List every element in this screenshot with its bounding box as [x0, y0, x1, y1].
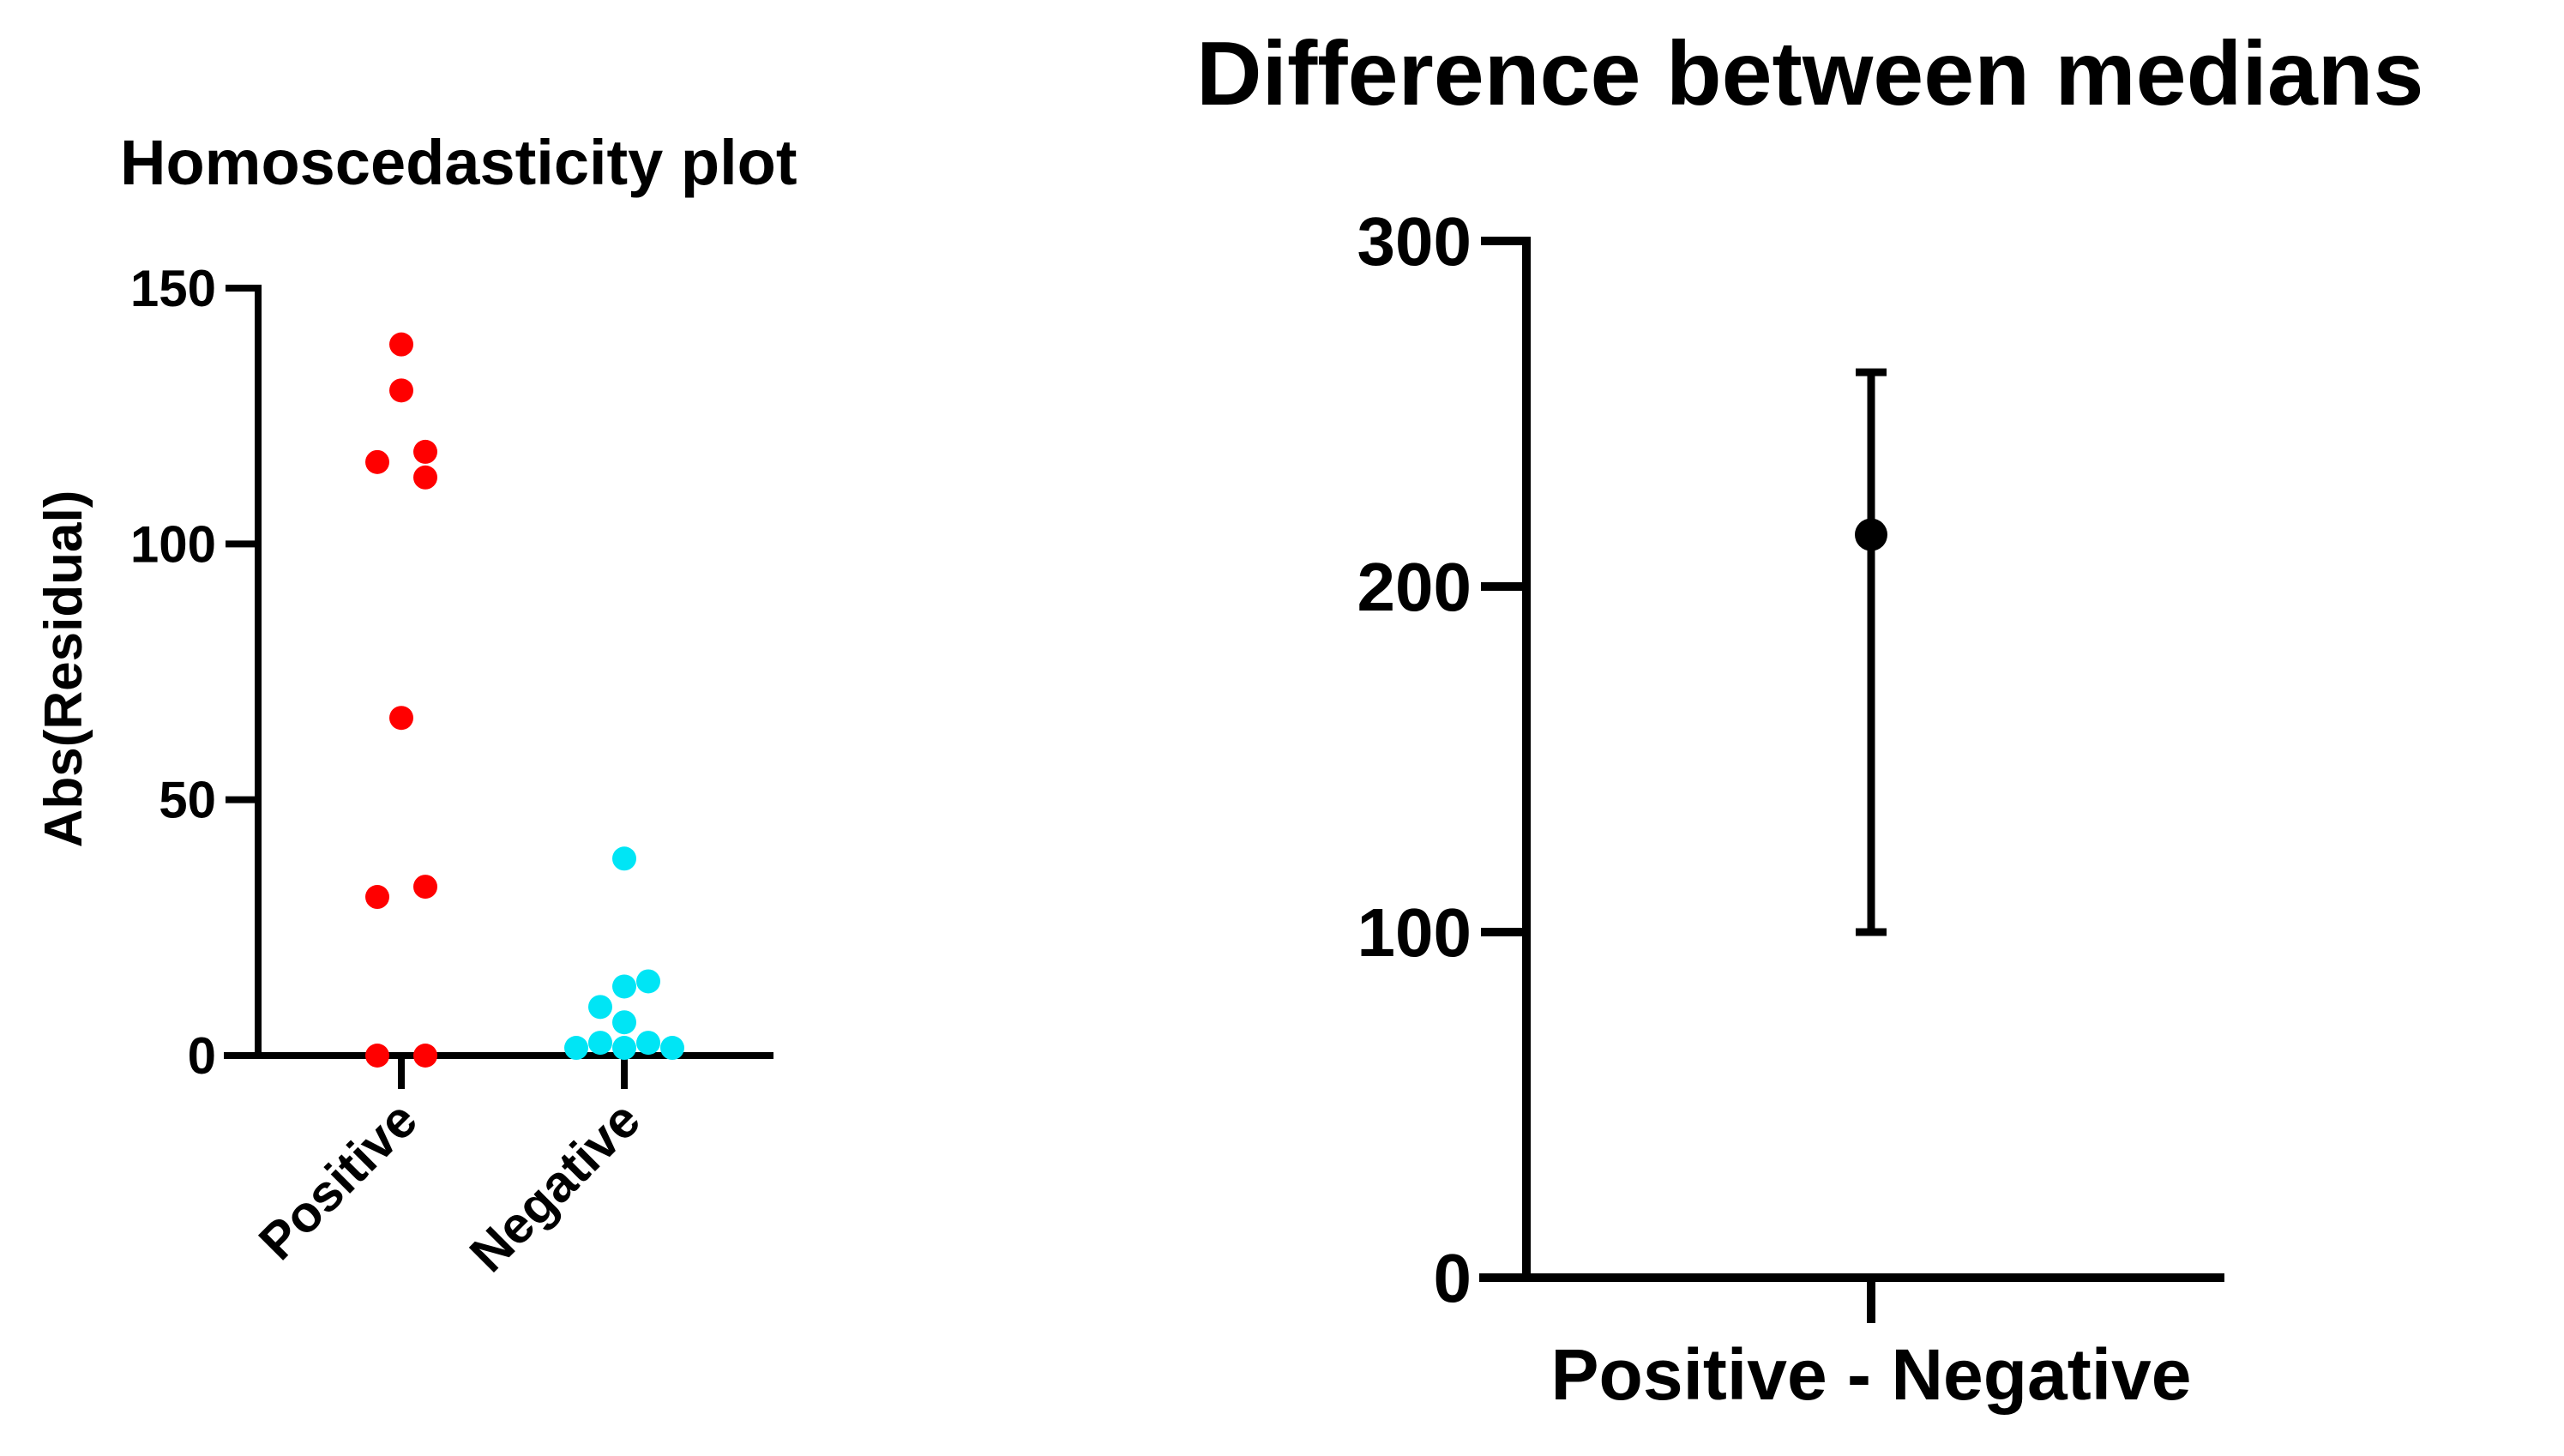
- chart2-y-tick-label-0: 0: [1434, 1240, 1472, 1316]
- chart1-y-tick-label-100: 100: [130, 515, 216, 573]
- chart1-point-positive: [413, 1044, 437, 1068]
- chart1-points: [365, 332, 684, 1068]
- chart1-y-tick-label-150: 150: [130, 260, 216, 317]
- chart1-point-positive: [413, 465, 437, 490]
- homoscedasticity-chart: Homoscedasticity plot Abs(Residual) 0 50 1…: [34, 127, 797, 1283]
- chart1-point-negative: [636, 1031, 660, 1056]
- chart1-point-negative: [588, 995, 612, 1020]
- chart1-y-ticks: 0 50 100 150: [130, 260, 258, 1085]
- chart2-y-tick-label-300: 300: [1357, 203, 1472, 280]
- chart2-marks: [1855, 368, 1887, 936]
- chart1-point-negative: [588, 1031, 612, 1056]
- chart1-point-negative: [564, 1036, 588, 1061]
- chart1-x-tick-label-positive: Positive: [248, 1091, 428, 1271]
- chart1-point-positive: [365, 449, 389, 474]
- chart1-y-tick-label-50: 50: [159, 772, 216, 829]
- chart1-point-positive: [389, 706, 413, 731]
- difference-chart: Difference between medians 0 100 200 300 Po…: [1196, 23, 2423, 1415]
- chart1-point-negative: [612, 1036, 636, 1061]
- chart2-y-tick-label-100: 100: [1357, 894, 1472, 971]
- chart2-y-ticks: 0 100 200 300: [1357, 203, 1526, 1316]
- chart1-point-negative: [660, 1036, 684, 1061]
- chart2-point-median-difference: [1855, 518, 1887, 551]
- chart2-y-tick-label-200: 200: [1357, 549, 1472, 625]
- chart1-point-positive: [389, 378, 413, 403]
- chart1-x-tick-label-negative: Negative: [459, 1091, 651, 1283]
- chart2-title: Difference between medians: [1196, 23, 2423, 124]
- chart1-y-axis-label: Abs(Residual): [34, 490, 93, 848]
- chart2-x-tick-label: Positive - Negative: [1551, 1334, 2192, 1415]
- chart1-y-tick-label-0: 0: [188, 1027, 216, 1085]
- chart1-x-ticks: Positive Negative: [248, 1056, 651, 1283]
- chart1-point-positive: [365, 885, 389, 910]
- chart1-point-positive: [365, 1044, 389, 1068]
- chart1-point-negative: [612, 846, 636, 871]
- chart1-point-positive: [413, 875, 437, 899]
- chart1-point-negative: [612, 1010, 636, 1035]
- chart2-x-ticks: Positive - Negative: [1551, 1278, 2192, 1415]
- chart1-point-negative: [636, 969, 660, 994]
- chart1-point-positive: [413, 439, 437, 464]
- chart1-point-positive: [389, 332, 413, 357]
- chart1-point-negative: [612, 974, 636, 999]
- chart1-title: Homoscedasticity plot: [120, 127, 797, 198]
